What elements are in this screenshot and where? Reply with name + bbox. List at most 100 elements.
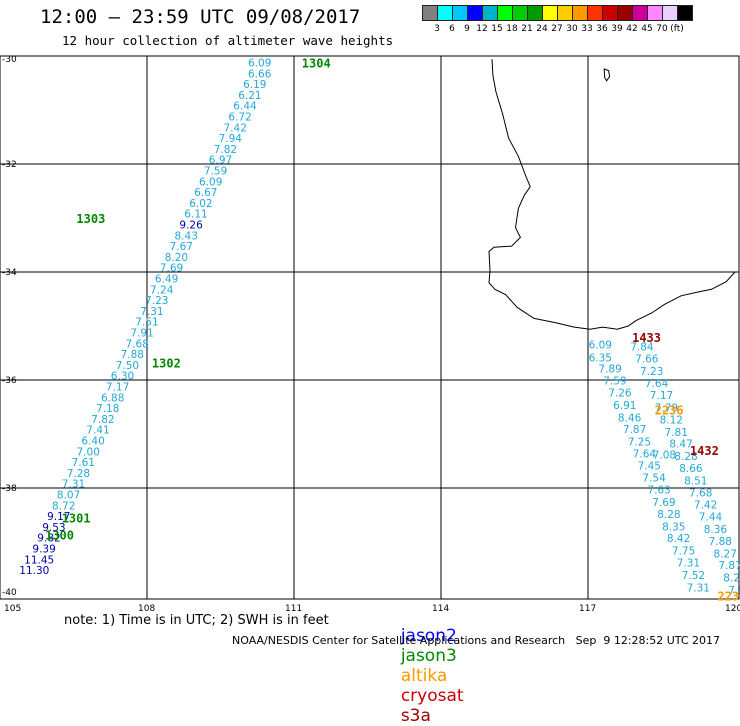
- wave-height-value: 7.87: [623, 424, 646, 436]
- wave-height-value: 6.66: [248, 68, 272, 80]
- wave-height-value: 6.97: [209, 155, 232, 167]
- wave-height-value: 7.41: [86, 425, 109, 437]
- lat-tick-label: -36: [2, 376, 17, 386]
- wave-height-value: 8.20: [165, 252, 188, 264]
- wave-height-value: 7.82: [214, 144, 237, 156]
- wave-height-value: 7.59: [603, 376, 626, 388]
- legend-label: 36: [596, 24, 608, 34]
- wave-height-value: 7.17: [650, 390, 673, 402]
- wave-height-value: 7.69: [160, 263, 183, 275]
- satellite-label-jason3: jason3: [400, 646, 457, 666]
- wave-height-value: 8.07: [57, 490, 80, 502]
- wave-height-value: 7.61: [72, 457, 95, 469]
- wave-height-value: 8.23: [723, 573, 740, 585]
- wave-height-value: 11.45: [24, 554, 54, 566]
- wave-height-value: 7.89: [598, 364, 621, 376]
- wave-height-value: 8.28: [657, 509, 680, 521]
- wave-height-value: 7.51: [135, 317, 158, 329]
- lat-tick-label: -30: [2, 55, 17, 65]
- wave-height-value: 8.43: [175, 230, 198, 242]
- wave-height-value: 7.23: [145, 295, 168, 307]
- wave-height-value: 8.27: [714, 548, 737, 560]
- satellite-label-cryosat: cryosat: [400, 686, 464, 706]
- lon-tick-label: 111: [285, 604, 302, 614]
- legend-label: 42: [626, 24, 638, 34]
- pass-label: 1433: [632, 331, 661, 345]
- wave-height-value: 7.84: [630, 342, 654, 354]
- lat-tick-label: -40: [2, 588, 17, 598]
- track-east-track-b: 7.847.667.237.647.177.798.127.818.478.28…: [630, 342, 740, 598]
- wave-height-value: 7.79: [655, 403, 678, 415]
- wave-height-value: 7.91: [130, 328, 153, 340]
- wave-height-value: 7.81: [665, 427, 688, 439]
- track-labels: 1304 1303 1302 1301 1300 1433 1432 2236 2235: [45, 57, 740, 604]
- legend-swatches: [422, 5, 693, 21]
- wave-height-value: 8.47: [669, 439, 692, 451]
- legend-label: 39: [611, 24, 623, 34]
- wave-height-value: 6.44: [233, 101, 257, 113]
- wave-height-value: 8.42: [667, 533, 690, 545]
- wave-height-value: 6.67: [194, 187, 217, 199]
- wave-height-value: 7.68: [689, 487, 712, 499]
- wave-height-value: 8.12: [660, 414, 683, 426]
- lon-tick-label: 105: [4, 604, 21, 614]
- pass-label: 2236: [655, 404, 684, 418]
- wave-height-value: 6.72: [228, 112, 251, 124]
- wave-height-value: 7.82: [91, 414, 114, 426]
- wave-height-value: 7.25: [628, 437, 651, 449]
- legend-label: 3: [434, 24, 440, 34]
- wave-height-value: 7.63: [647, 485, 670, 497]
- wave-height-value: 7.08: [653, 450, 676, 462]
- wave-height-value: 6.49: [155, 274, 178, 286]
- wave-height-value: 7.31: [677, 558, 700, 570]
- wave-height-value: 7.59: [204, 166, 227, 178]
- wave-height-value: 7.23: [640, 366, 663, 378]
- legend-label: 30: [566, 24, 578, 34]
- wave-height-value: 9.39: [32, 544, 55, 556]
- wave-height-value: 7.31: [140, 306, 163, 318]
- legend-labels: 3 6 9 12 15 18 21 24 27 30 33 36 39 42 45 70 (ft): [422, 21, 692, 35]
- pass-label: 2235: [717, 590, 740, 604]
- wave-height-value: 7.88: [121, 349, 144, 361]
- wave-height-value: 7.44: [699, 512, 723, 524]
- wave-height-value: 7.31: [62, 479, 85, 491]
- lon-tick-label: 117: [579, 604, 596, 614]
- wave-height-value: 6.02: [189, 198, 212, 210]
- wave-height-value: 7.67: [170, 241, 193, 253]
- wave-height-value: 7.52: [682, 570, 705, 582]
- satellite-label-jason2: jason2: [400, 626, 457, 646]
- wave-height-value: 6.19: [243, 79, 266, 91]
- wave-height-value: 9.82: [37, 533, 60, 545]
- wave-height-value: 9.17: [47, 511, 70, 523]
- wave-height-value: 7.68: [126, 338, 149, 350]
- wave-height-value: 7.26: [608, 387, 632, 399]
- wave-height-value: 7.75: [672, 546, 695, 558]
- wave-height-value: 9.26: [179, 220, 203, 232]
- map-frame: [0, 55, 740, 600]
- wave-height-value: 7.42: [224, 122, 247, 134]
- wave-height-value: 7.28: [67, 468, 90, 480]
- wave-height-value: 7.84: [728, 585, 740, 597]
- altimeter-tracks: 6.096.666.196.216.446.727.427.947.826.97…: [19, 58, 740, 598]
- wave-height-value: 8.36: [704, 524, 728, 536]
- wave-height-value: 7.50: [116, 360, 139, 372]
- satellite-legend: jason2 jason3 altika cryosat s3a: [390, 606, 473, 726]
- track-east-track-c: 7.08: [653, 450, 676, 462]
- page-title: 12:00 — 23:59 UTC 09/08/2017: [40, 6, 361, 28]
- wave-height-value: 11.30: [19, 565, 49, 577]
- wave-height-value: 8.35: [662, 521, 685, 533]
- footer-note: note: 1) Time is in UTC; 2) SWH is in fe…: [64, 613, 329, 628]
- wave-height-value: 7.87: [718, 560, 740, 572]
- pass-label: 1304: [302, 57, 331, 71]
- wave-height-value: 7.00: [77, 446, 100, 458]
- legend-label: 6: [449, 24, 455, 34]
- footer-credit: NOAA/NESDIS Center for Satellite Applica…: [232, 634, 721, 647]
- legend-label: 45: [641, 24, 653, 34]
- pass-label: 1303: [76, 212, 105, 226]
- wave-height-value: 7.17: [106, 382, 129, 394]
- wave-height-value: 7.88: [709, 536, 732, 548]
- axis-labels: 105 108 111 114 117 120 -30 -32 -34 -36 -38 -40: [2, 55, 740, 614]
- wave-height-value: 8.66: [679, 463, 703, 475]
- wave-height-value: 6.30: [111, 371, 134, 383]
- australia-coastline: [488, 59, 736, 330]
